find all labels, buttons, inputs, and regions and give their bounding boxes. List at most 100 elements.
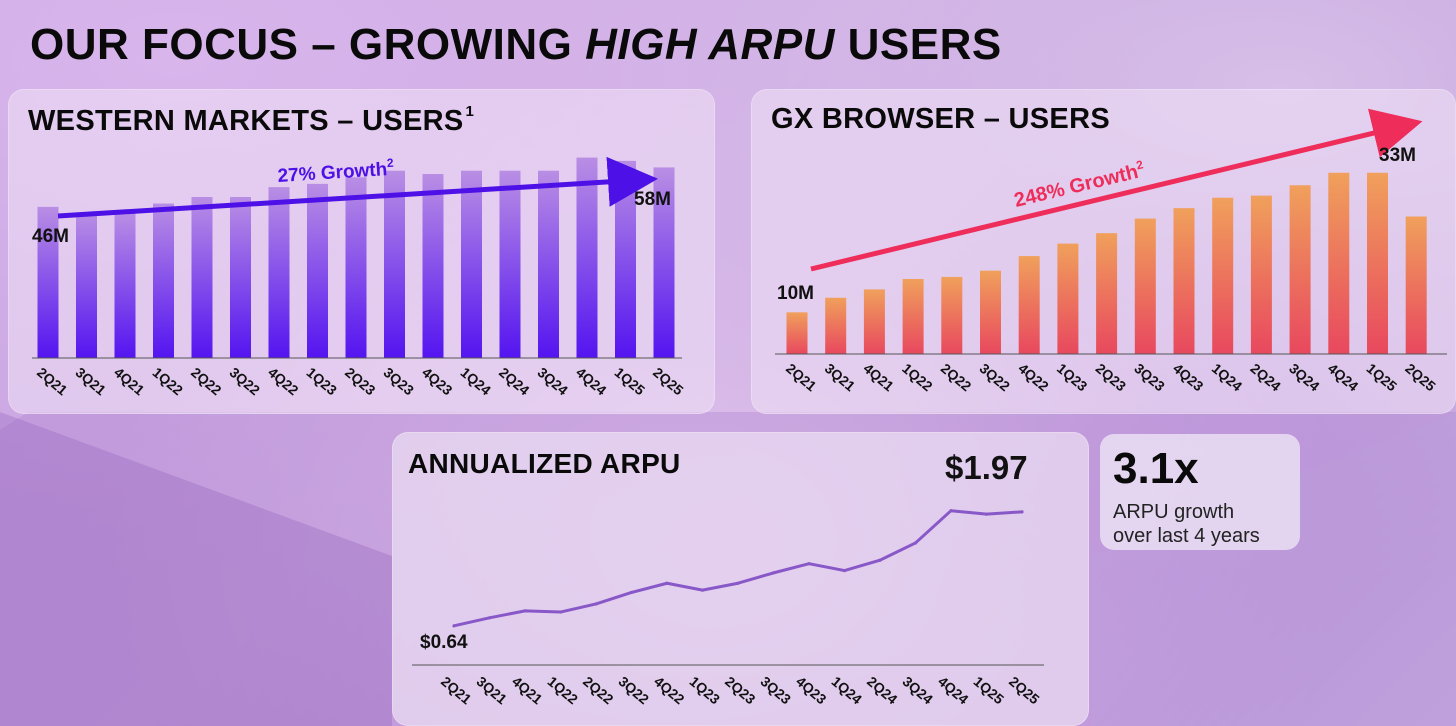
- western-bar: [76, 213, 97, 358]
- western-growth-label: 27% Growth2: [277, 156, 395, 187]
- arpu-tick-label: 2Q22: [580, 673, 617, 707]
- gx-tick-label: 3Q21: [822, 360, 859, 394]
- western-markets-title: WESTERN MARKETS – USERS 1: [28, 103, 475, 137]
- gx-browser-chart: 2Q21 3Q21 4Q21 1Q22 2Q22 3Q22 4Q22 1Q23 2Q23 3Q23…: [775, 108, 1447, 394]
- arpu-tick-label: 3Q21: [474, 673, 511, 707]
- western-bar: [499, 170, 521, 358]
- arpu-point: [878, 558, 882, 562]
- gx-tick-label: 1Q25: [1364, 360, 1401, 394]
- gx-bar: [863, 289, 885, 354]
- arpu-title: ANNUALIZED ARPU: [408, 448, 681, 479]
- western-bar: [653, 167, 675, 358]
- arpu-point: [558, 610, 563, 614]
- gx-tick-label: 4Q21: [860, 360, 897, 394]
- arpu-point: [807, 562, 811, 566]
- western-bar: [461, 170, 482, 358]
- gx-growth-arrow: [810, 108, 1423, 272]
- gx-bar: [980, 270, 1001, 354]
- gx-bar: [1328, 172, 1350, 354]
- arpu-tick-label: 4Q23: [793, 673, 830, 707]
- western-bar: [615, 160, 636, 358]
- western-bar: [37, 206, 59, 358]
- western-bar: [230, 197, 251, 358]
- western-bar: [153, 203, 174, 358]
- arpu-chart: 2Q213Q214Q211Q222Q223Q224Q221Q232Q233Q23…: [412, 449, 1044, 707]
- arpu-tick-label: 1Q25: [971, 673, 1008, 707]
- western-tick-label: 2Q23: [342, 364, 379, 398]
- arpu-growth-caption: ARPU growth over last 4 years: [1113, 500, 1298, 548]
- arpu-tick-label: 2Q21: [438, 673, 475, 707]
- arpu-tick-label: 2Q25: [1006, 673, 1043, 707]
- western-tick-label: 4Q24: [573, 364, 610, 398]
- western-tick-label: 1Q22: [150, 364, 187, 398]
- gx-tick-label: 2Q21: [783, 360, 820, 394]
- western-bar: [191, 197, 213, 358]
- gx-bar: [941, 276, 963, 354]
- western-tick-label: 3Q23: [381, 364, 418, 398]
- arpu-point: [487, 616, 492, 620]
- western-start-label: 46M: [32, 226, 69, 247]
- western-bar: [576, 157, 598, 358]
- arpu-point: [629, 590, 634, 595]
- arpu-growth-card: 3.1x ARPU growth over last 4 years: [1100, 434, 1300, 550]
- gx-tick-label: 2Q23: [1093, 360, 1130, 394]
- arpu-point: [594, 602, 598, 606]
- western-tick-label: 3Q22: [227, 364, 264, 398]
- arpu-tick-label: 2Q24: [864, 673, 901, 707]
- gx-bar: [1057, 243, 1079, 354]
- arpu-tick-label: 1Q24: [829, 673, 866, 707]
- arpu-tick-label: 3Q24: [900, 673, 937, 707]
- western-bar: [114, 213, 136, 358]
- western-tick-label: 1Q24: [458, 364, 495, 398]
- gx-bar: [902, 279, 924, 354]
- western-tick-label: 2Q25: [650, 364, 687, 398]
- gx-bar: [1018, 256, 1040, 354]
- arpu-tick-label: 3Q22: [616, 673, 653, 707]
- arpu-tick-label: 1Q23: [687, 673, 724, 707]
- gx-bar: [1289, 185, 1311, 354]
- gx-tick-label: 4Q23: [1170, 360, 1207, 394]
- arpu-point: [523, 609, 527, 613]
- western-bar: [422, 174, 444, 358]
- western-bar: [538, 170, 559, 358]
- gx-tick-label: 4Q24: [1325, 360, 1362, 394]
- arpu-point: [700, 588, 705, 592]
- gx-tick-label: 2Q25: [1402, 360, 1439, 394]
- gx-tick-label: 3Q23: [1131, 360, 1168, 394]
- western-bar: [384, 170, 405, 358]
- arpu-point: [842, 568, 847, 573]
- gx-bar: [825, 297, 847, 354]
- arpu-point: [665, 581, 669, 585]
- gx-bar: [1250, 195, 1272, 354]
- gx-tick-label: 2Q24: [1247, 360, 1284, 394]
- gx-tick-label: 1Q24: [1209, 360, 1246, 394]
- arpu-growth-value: 3.1x: [1113, 444, 1199, 493]
- gx-tick-label: 1Q23: [1054, 360, 1091, 394]
- arpu-tick-label: 4Q22: [651, 673, 688, 707]
- arpu-start-label: $0.64: [420, 632, 468, 653]
- arpu-growth-caption-line2: over last 4 years: [1113, 525, 1260, 547]
- gx-bar: [1096, 233, 1118, 354]
- gx-bar: [786, 312, 808, 354]
- arpu-tick-label: 4Q24: [935, 673, 972, 707]
- western-tick-label: 3Q21: [73, 364, 110, 398]
- gx-end-label: 33M: [1379, 145, 1416, 166]
- arpu-panel: ANNUALIZED ARPU 2Q21 3Q21 4Q21 1Q22 2Q22 3Q22…: [392, 432, 1089, 726]
- western-tick-label: 4Q22: [265, 364, 302, 398]
- western-tick-label: 2Q22: [188, 364, 225, 398]
- gx-bar: [1405, 216, 1427, 354]
- gx-bar: [1173, 208, 1195, 354]
- western-tick-label: 1Q23: [304, 364, 341, 398]
- gx-tick-label: 2Q22: [938, 360, 975, 394]
- western-tick-label: 2Q24: [496, 364, 533, 398]
- arpu-tick-label: 1Q22: [545, 673, 582, 707]
- western-markets-panel: WESTERN MARKETS – USERS 1 2Q21 3Q21 4Q21 1Q2…: [8, 89, 715, 414]
- gx-bar: [1212, 197, 1234, 354]
- arpu-growth-caption-line1: ARPU growth: [1113, 501, 1235, 523]
- western-tick-label: 3Q24: [535, 364, 572, 398]
- western-bar: [268, 187, 290, 358]
- arpu-point: [771, 571, 776, 575]
- western-tick-label: 4Q21: [111, 364, 148, 398]
- page-title: OUR FOCUS – GROWING HIGH ARPU USERS: [30, 20, 1002, 69]
- gx-bar: [1367, 172, 1388, 354]
